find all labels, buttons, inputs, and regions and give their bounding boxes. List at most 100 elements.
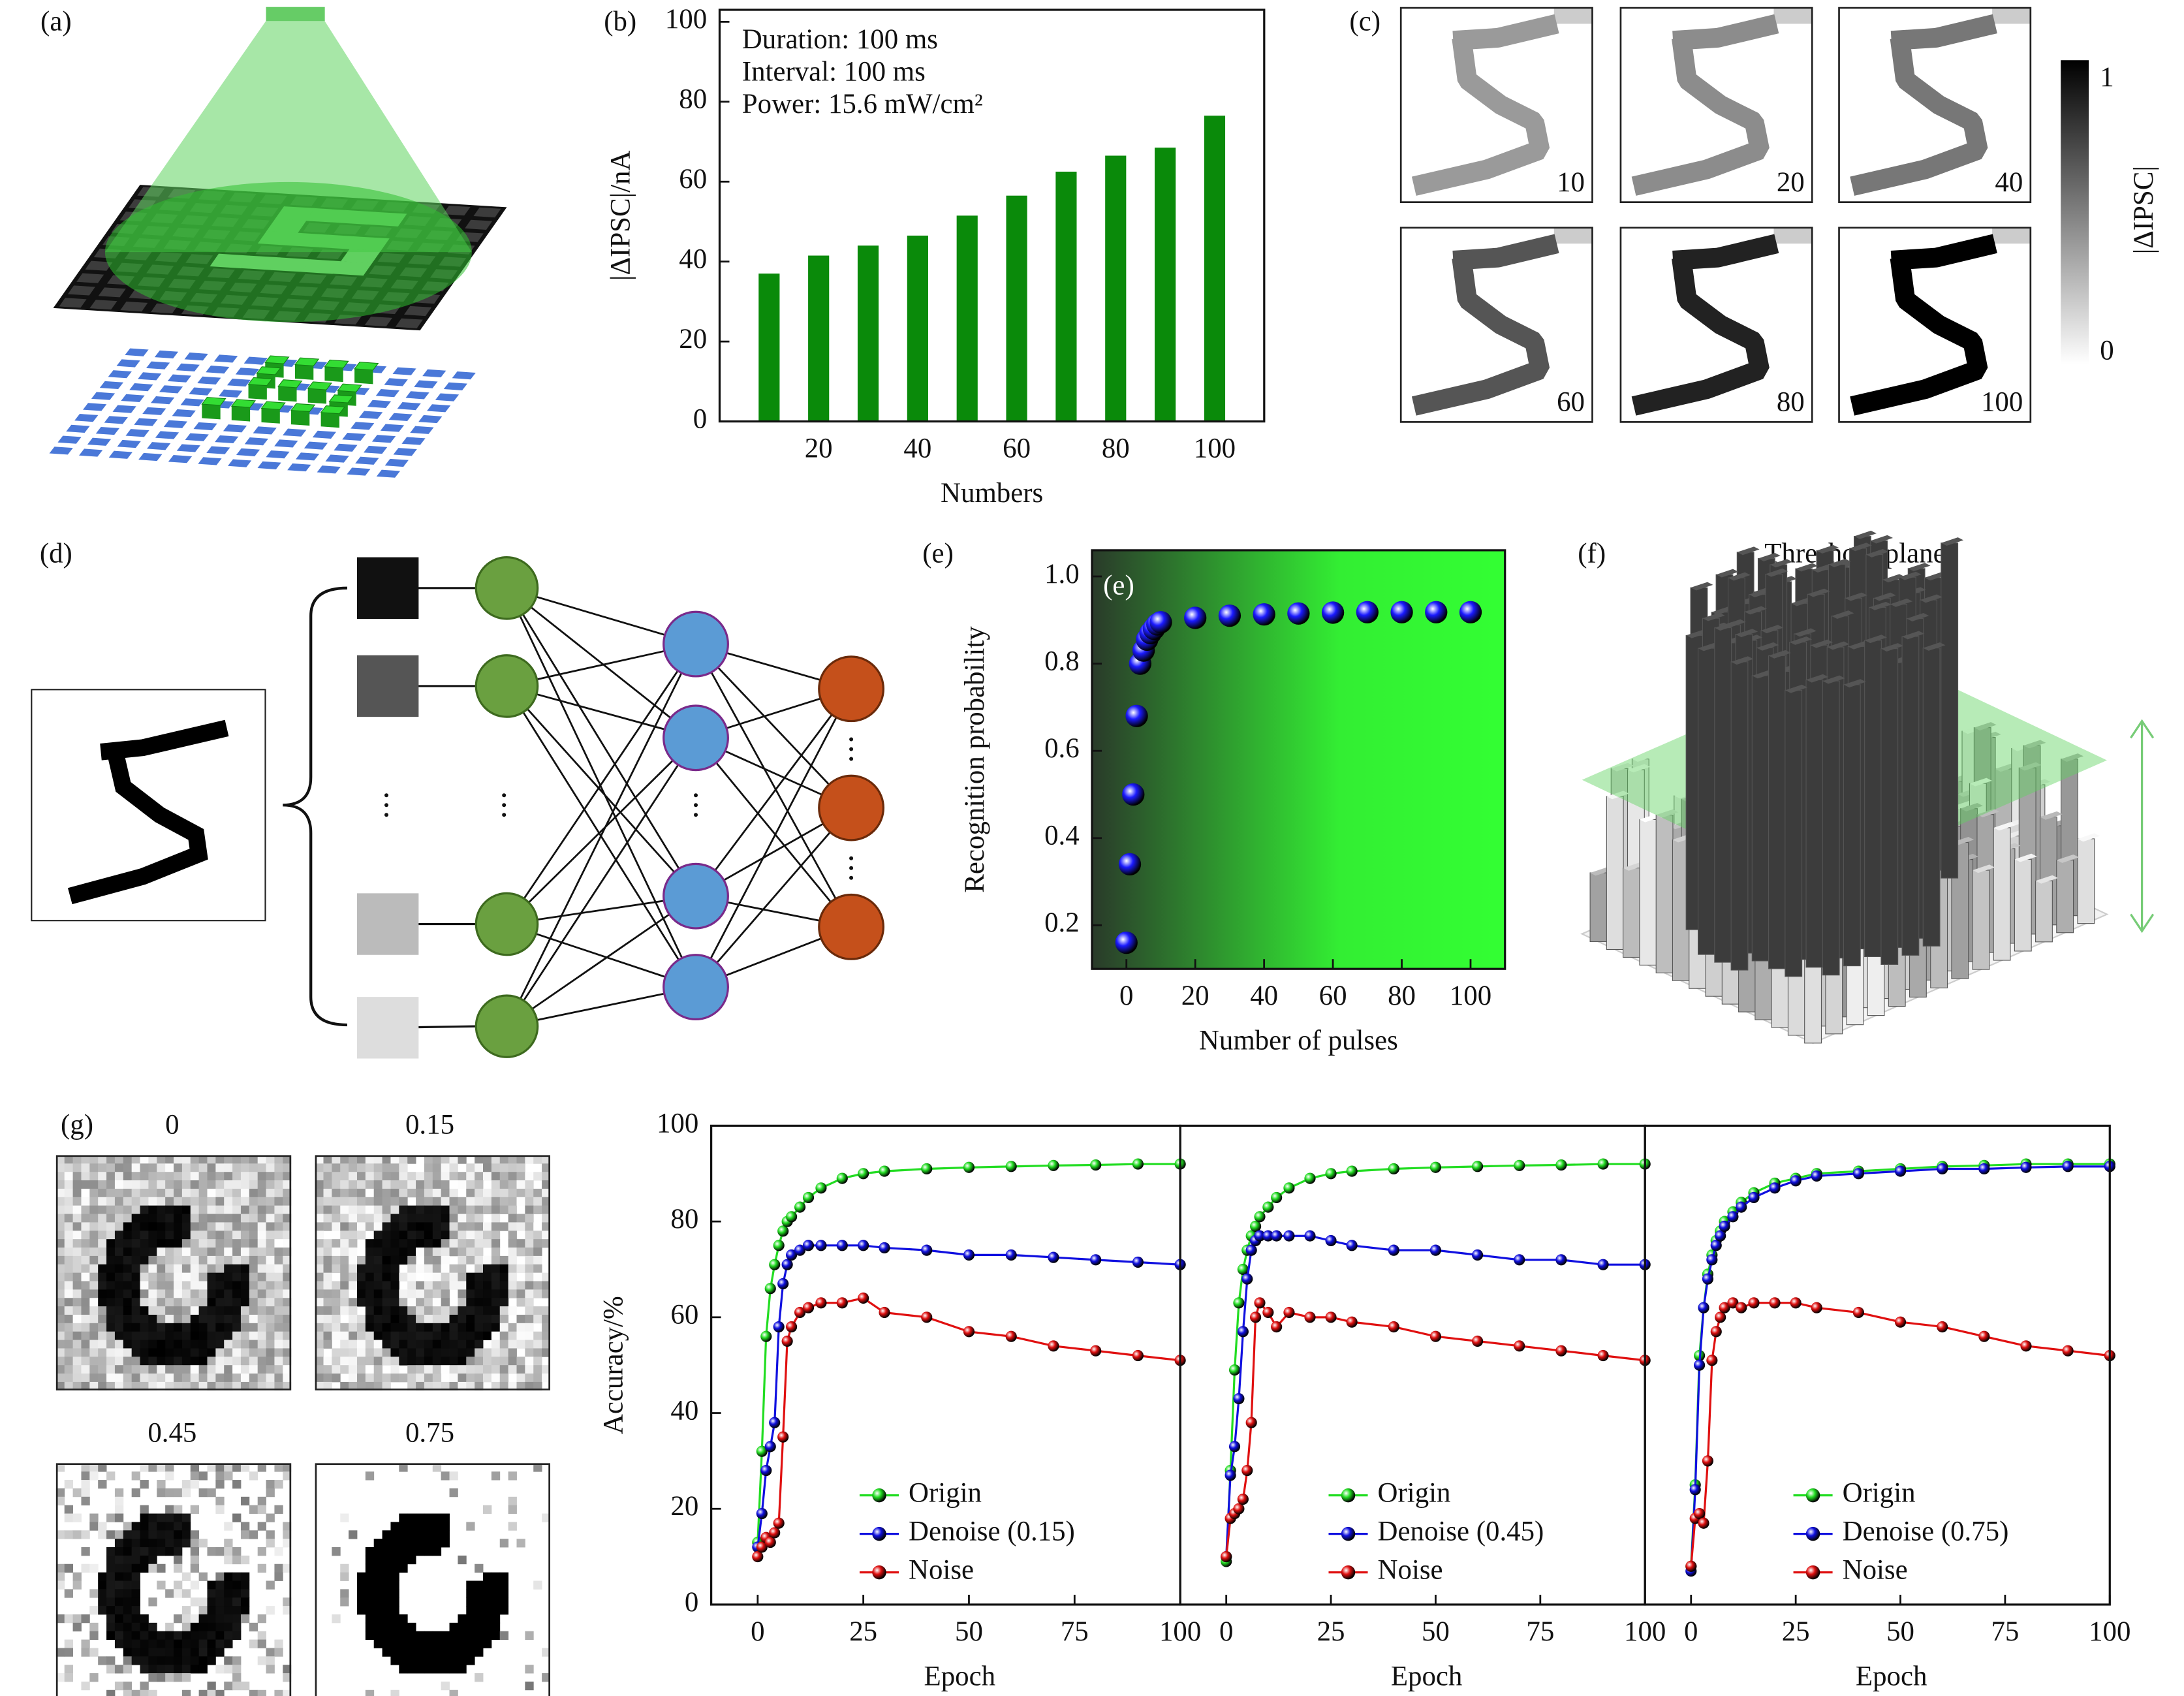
pixel bbox=[55, 1648, 65, 1657]
marker bbox=[1894, 1316, 1907, 1328]
y-tick-label: 1.0 bbox=[1044, 559, 1080, 589]
marker bbox=[1429, 1330, 1442, 1342]
pixel bbox=[114, 1513, 124, 1522]
pixel bbox=[432, 1197, 442, 1206]
pixel bbox=[542, 1172, 550, 1181]
pixel bbox=[347, 467, 371, 476]
pixel bbox=[283, 1606, 292, 1615]
pixel bbox=[72, 1365, 82, 1374]
pixel bbox=[283, 1222, 292, 1231]
mask-cell bbox=[76, 273, 104, 283]
pixel bbox=[198, 457, 222, 465]
pixel bbox=[174, 1214, 183, 1223]
pixel bbox=[266, 1365, 275, 1374]
noise-label: 0.15 bbox=[405, 1109, 454, 1140]
pixel bbox=[198, 1331, 208, 1341]
marker bbox=[1241, 1464, 1253, 1477]
pixel bbox=[257, 1357, 266, 1366]
pixel bbox=[174, 1555, 183, 1565]
pixel bbox=[332, 1188, 341, 1198]
pixel bbox=[435, 393, 460, 401]
pixel bbox=[466, 1323, 475, 1332]
pixel bbox=[215, 1231, 225, 1240]
pixel bbox=[114, 1639, 124, 1648]
pixel bbox=[323, 1357, 332, 1366]
pixel bbox=[508, 1306, 517, 1315]
pixel bbox=[365, 1188, 375, 1198]
pixel bbox=[157, 1513, 166, 1522]
pixel bbox=[407, 1539, 416, 1548]
pixel bbox=[365, 1298, 375, 1307]
pixel-bar-top bbox=[1864, 635, 1888, 644]
pixel bbox=[432, 1323, 442, 1332]
pixel bbox=[315, 1272, 324, 1281]
pixel bbox=[491, 1289, 501, 1298]
pixel bbox=[274, 1323, 283, 1332]
pixel bbox=[315, 1222, 324, 1231]
pixel bbox=[257, 1298, 266, 1307]
pixel bbox=[138, 452, 163, 462]
pixel bbox=[181, 1214, 191, 1223]
pixel bbox=[215, 1365, 225, 1374]
pixel bbox=[390, 1323, 399, 1332]
pixel bbox=[207, 1381, 216, 1390]
pixel bbox=[466, 1374, 475, 1383]
pixel bbox=[441, 1656, 450, 1665]
bar bbox=[1155, 148, 1176, 422]
pixel bbox=[458, 1639, 467, 1648]
pixel bbox=[365, 1239, 375, 1248]
marker bbox=[1132, 1349, 1144, 1362]
pixel bbox=[499, 1255, 509, 1265]
pixel bbox=[81, 1214, 90, 1223]
pixel bbox=[140, 1530, 149, 1539]
pixel bbox=[190, 1222, 200, 1231]
pixel bbox=[525, 1331, 534, 1341]
pixel bbox=[382, 1272, 391, 1281]
legend-label: Noise bbox=[909, 1554, 974, 1585]
pixel bbox=[190, 1314, 200, 1324]
marker bbox=[1719, 1220, 1730, 1233]
pixel bbox=[365, 1306, 375, 1315]
pixel bbox=[499, 1539, 509, 1548]
pixel bbox=[249, 1264, 258, 1274]
pixel bbox=[356, 1264, 366, 1274]
mask-cell bbox=[59, 298, 87, 308]
pixel bbox=[390, 1298, 399, 1307]
pixel-bar-top bbox=[1731, 656, 1754, 665]
legend-marker bbox=[1341, 1526, 1356, 1541]
pixel bbox=[399, 1348, 408, 1357]
pixel bbox=[399, 1631, 408, 1640]
pixel bbox=[98, 1348, 107, 1357]
pixel bbox=[190, 1530, 200, 1539]
pixel bbox=[525, 1298, 534, 1307]
marker bbox=[1245, 1244, 1257, 1256]
pixel bbox=[317, 465, 341, 474]
pixel bbox=[148, 1673, 157, 1682]
panel-label: (f) bbox=[1578, 538, 1606, 569]
pixel bbox=[106, 1323, 116, 1332]
pixel-top bbox=[328, 394, 354, 403]
pixel bbox=[390, 1348, 399, 1357]
pixel bbox=[399, 1231, 408, 1240]
pixel bbox=[399, 1163, 408, 1172]
y-tick-label: 40 bbox=[670, 1395, 698, 1426]
pixel bbox=[240, 1572, 250, 1581]
pixel bbox=[165, 1522, 174, 1531]
pixel bbox=[249, 1471, 258, 1481]
pixel bbox=[114, 1365, 124, 1374]
light-source bbox=[266, 7, 325, 22]
pixel bbox=[266, 1222, 275, 1231]
pixel bbox=[72, 1614, 82, 1624]
marker bbox=[764, 1441, 776, 1453]
marker bbox=[1228, 1364, 1241, 1376]
pixel bbox=[190, 1480, 200, 1489]
pixel-bar-top bbox=[2014, 853, 2037, 862]
pixel bbox=[449, 1281, 458, 1290]
pixel bbox=[424, 1272, 433, 1281]
marker bbox=[1225, 1469, 1236, 1481]
pixel bbox=[432, 1289, 442, 1298]
pixel bbox=[89, 1348, 99, 1357]
pixel bbox=[407, 1622, 416, 1632]
pixel bbox=[466, 1248, 475, 1257]
